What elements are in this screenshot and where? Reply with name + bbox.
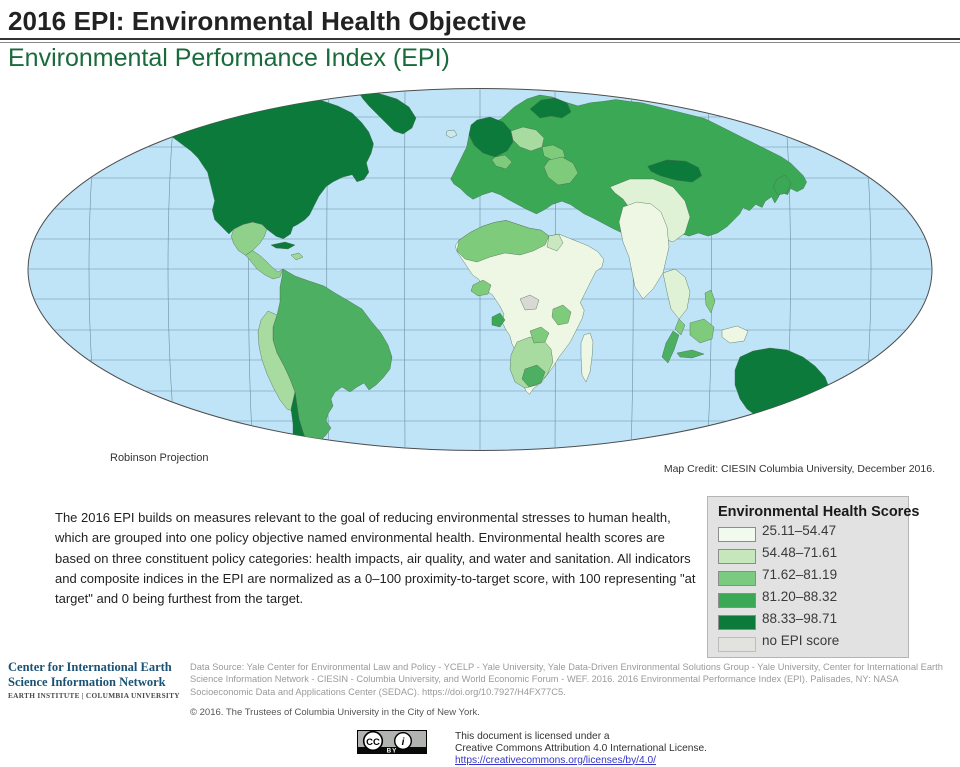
svg-text:BY: BY: [387, 747, 398, 754]
svg-text:CC: CC: [366, 737, 380, 748]
svg-text:i: i: [402, 737, 405, 748]
